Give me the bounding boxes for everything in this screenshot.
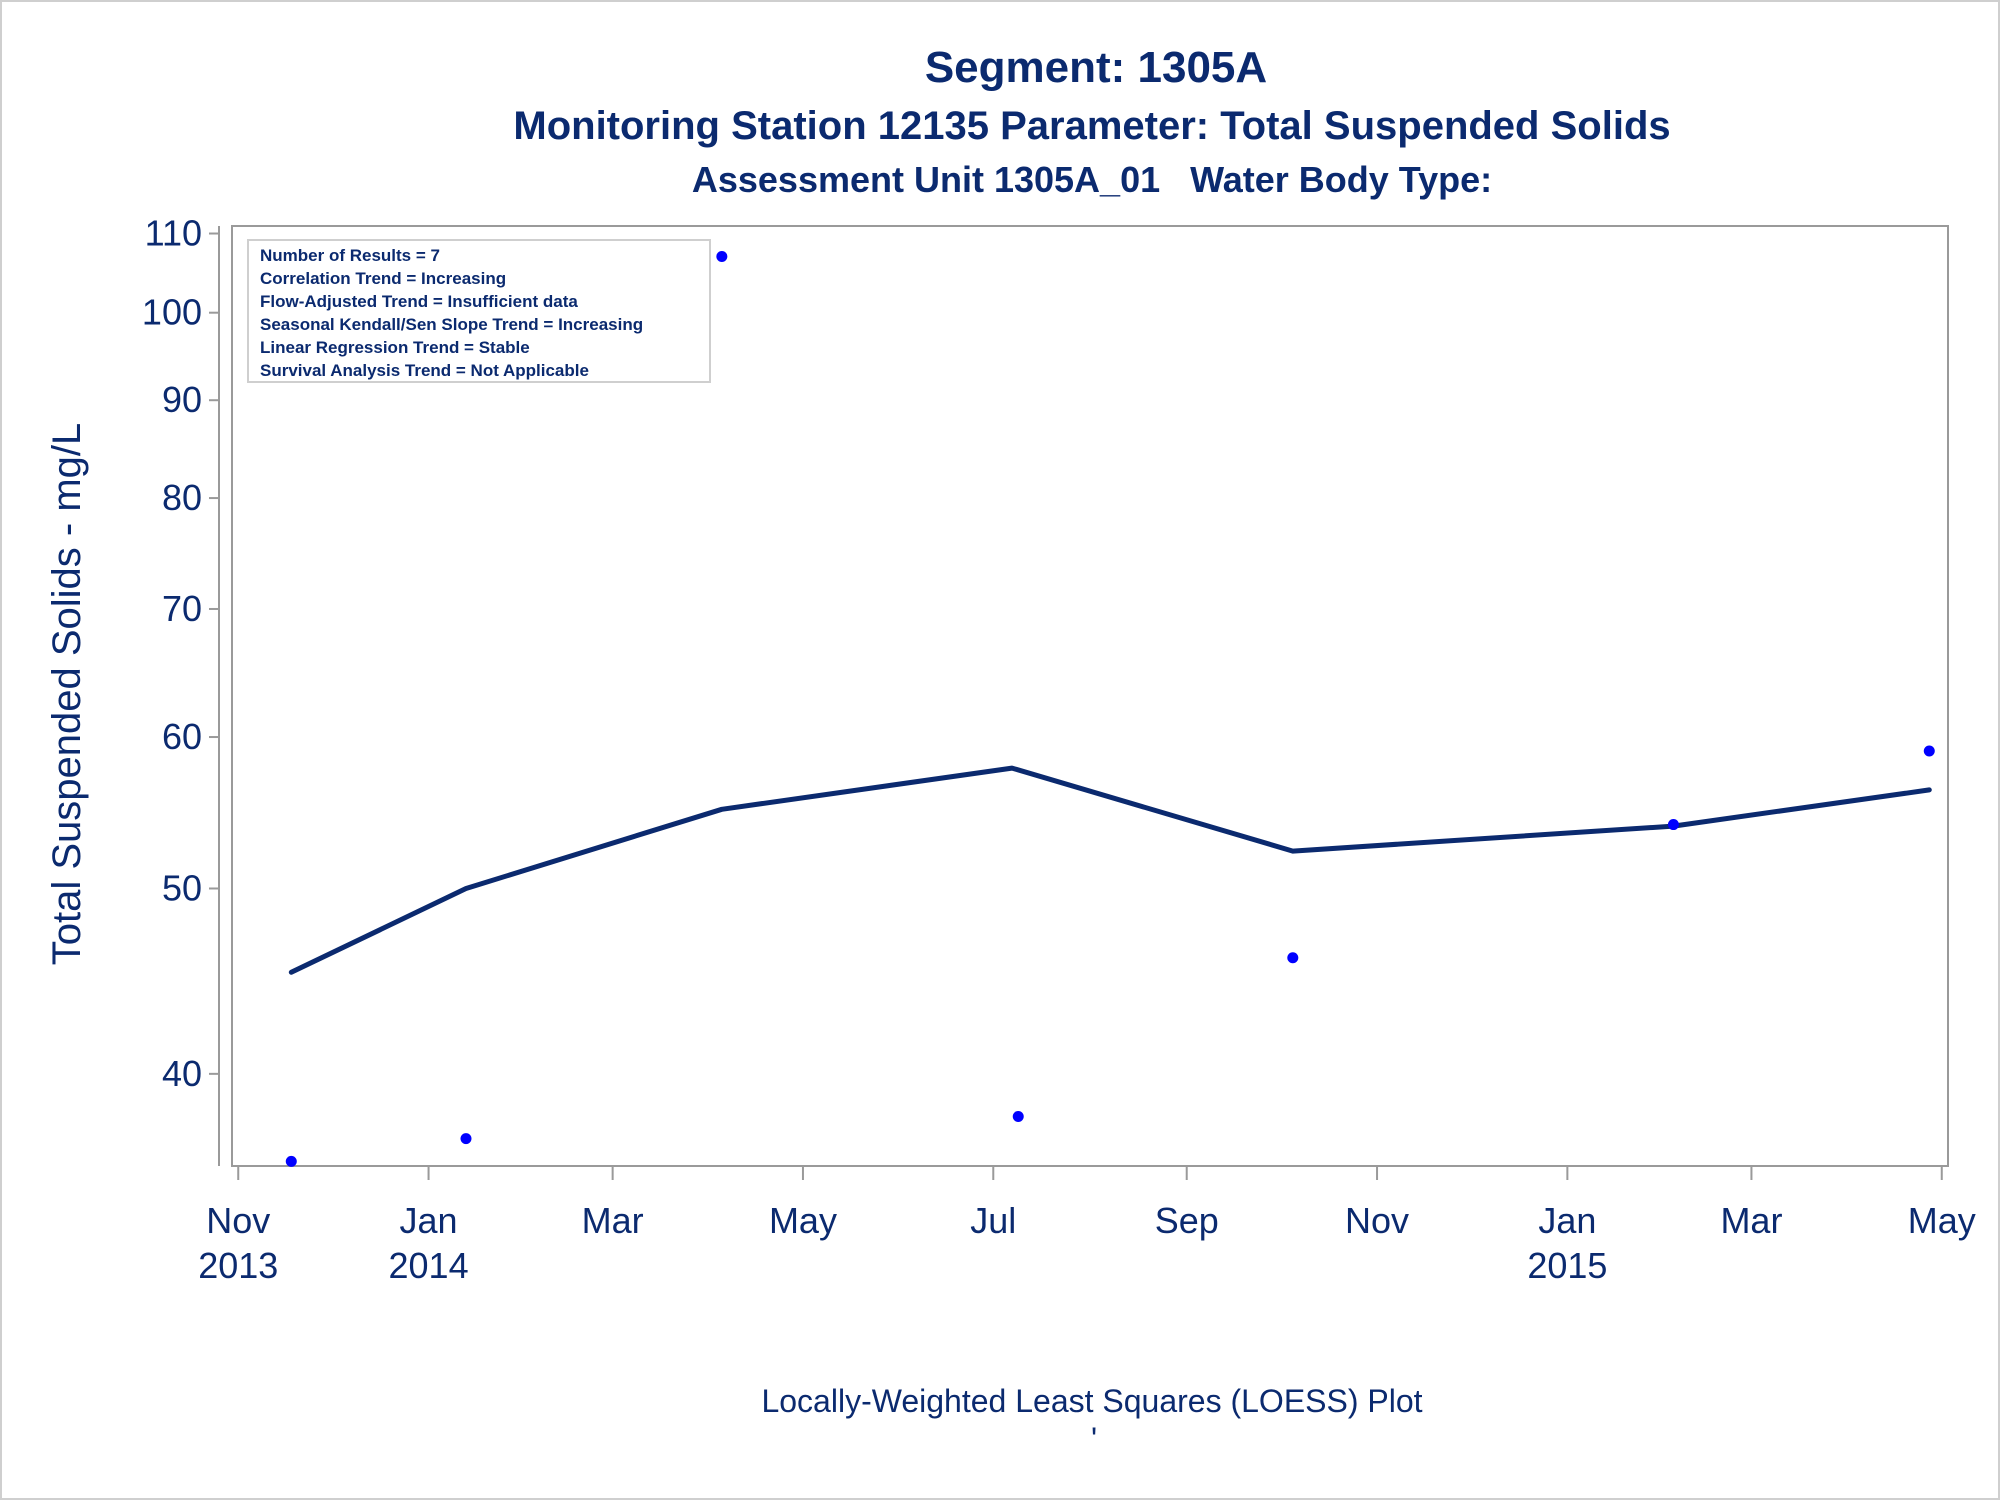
y-tick-label: 110 — [145, 213, 202, 254]
loess-line — [288, 765, 1932, 975]
title-assessment-unit: Assessment Unit 1305A_01 Water Body Type… — [692, 159, 1492, 200]
y-tick-label: 40 — [162, 1053, 202, 1094]
stats-line: Linear Regression Trend = Stable — [260, 338, 530, 357]
x-tick-label: Mar — [582, 1200, 644, 1241]
x-tick-year-label: 2013 — [198, 1245, 278, 1286]
x-tick-label: Nov — [206, 1200, 270, 1241]
stats-line: Flow-Adjusted Trend = Insufficient data — [260, 292, 578, 311]
y-tick-label: 80 — [162, 477, 202, 518]
y-tick-label: 60 — [162, 716, 202, 757]
data-point — [1667, 819, 1679, 831]
footnote: Locally-Weighted Least Squares (LOESS) P… — [761, 1383, 1422, 1419]
x-tick-label: May — [769, 1200, 837, 1241]
x-tick-label: Sep — [1155, 1200, 1219, 1241]
title-segment: Segment: 1305A — [925, 43, 1267, 92]
stats-legend-border — [247, 239, 711, 383]
data-point — [460, 1133, 472, 1145]
stats-legend-box: Number of Results = 7 Correlation Trend =… — [247, 239, 711, 383]
x-tick-label: Jul — [970, 1200, 1016, 1241]
series-layer — [285, 250, 1935, 1167]
data-point — [1287, 952, 1299, 964]
x-tick-label: Jan — [400, 1200, 458, 1241]
x-tick-label: May — [1908, 1200, 1976, 1241]
x-tick-year-label: 2015 — [1527, 1245, 1607, 1286]
data-point — [1012, 1110, 1024, 1122]
y-axis: 40 50 60 70 80 90 100 110 — [142, 213, 220, 1166]
y-axis-label: Total Suspended Solids - mg/L — [45, 423, 89, 966]
stats-line: Correlation Trend = Increasing — [260, 269, 506, 288]
data-point — [285, 1155, 297, 1167]
data-point — [716, 250, 728, 262]
x-tick-year-label: 2014 — [389, 1245, 469, 1286]
x-tick-label: Nov — [1345, 1200, 1409, 1241]
stats-line: Number of Results = 7 — [260, 246, 440, 265]
data-point — [1923, 745, 1935, 757]
x-tick-label: Jan — [1538, 1200, 1596, 1241]
y-tick-label: 90 — [162, 379, 202, 420]
y-tick-label: 70 — [162, 588, 202, 629]
stats-line: Seasonal Kendall/Sen Slope Trend = Incre… — [260, 315, 643, 334]
stats-line: Survival Analysis Trend = Not Applicable — [260, 361, 589, 380]
y-tick-label: 100 — [142, 292, 202, 333]
title-station-parameter: Monitoring Station 12135 Parameter: Tota… — [513, 104, 1670, 148]
y-tick-label: 50 — [162, 867, 202, 908]
x-tick-label: Mar — [1720, 1200, 1782, 1241]
footnote-mark: ' — [1091, 1421, 1097, 1457]
